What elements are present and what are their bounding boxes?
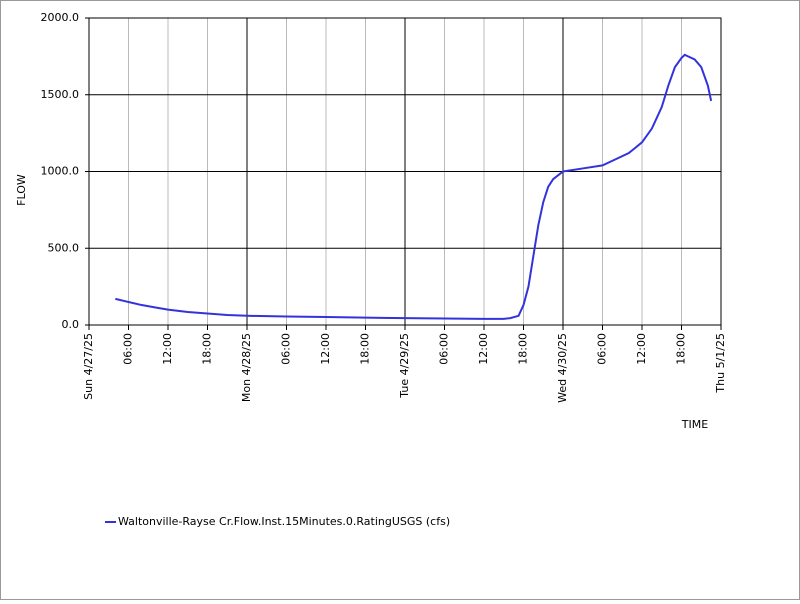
series-line bbox=[115, 53, 713, 320]
x-tick-label: Thu 5/1/25 bbox=[714, 333, 727, 394]
x-tick-label: 18:00 bbox=[201, 333, 214, 365]
x-tick-label: 18:00 bbox=[359, 333, 372, 365]
x-tick-label: 06:00 bbox=[596, 333, 609, 365]
x-tick-label: 06:00 bbox=[438, 333, 451, 365]
y-axis-label: FLOW bbox=[15, 174, 28, 206]
x-tick-label: 06:00 bbox=[280, 333, 293, 365]
y-tick-label: 1500.0 bbox=[41, 88, 80, 101]
y-tick-label: 1000.0 bbox=[41, 165, 80, 178]
x-tick-label: Mon 4/28/25 bbox=[240, 333, 253, 402]
x-tick-label: 12:00 bbox=[635, 333, 648, 365]
x-tick-label: 18:00 bbox=[675, 333, 688, 365]
x-tick-label: Tue 4/29/25 bbox=[398, 333, 411, 399]
x-tick-label: 12:00 bbox=[477, 333, 490, 365]
x-tick-label: 12:00 bbox=[161, 333, 174, 365]
x-tick-label: 06:00 bbox=[122, 333, 135, 365]
plot-border bbox=[88, 17, 722, 326]
y-tick-label: 500.0 bbox=[48, 241, 80, 254]
y-tick-label: 2000.0 bbox=[41, 11, 80, 24]
x-tick-label: Sun 4/27/25 bbox=[82, 333, 95, 400]
x-axis-label: TIME bbox=[681, 418, 708, 431]
legend-label: Waltonville-Rayse Cr.Flow.Inst.15Minutes… bbox=[118, 515, 450, 528]
y-tick-label: 0.0 bbox=[62, 318, 80, 331]
x-tick-label: 12:00 bbox=[319, 333, 332, 365]
x-tick-label: Wed 4/30/25 bbox=[556, 333, 569, 403]
x-tick-label: 18:00 bbox=[517, 333, 530, 365]
